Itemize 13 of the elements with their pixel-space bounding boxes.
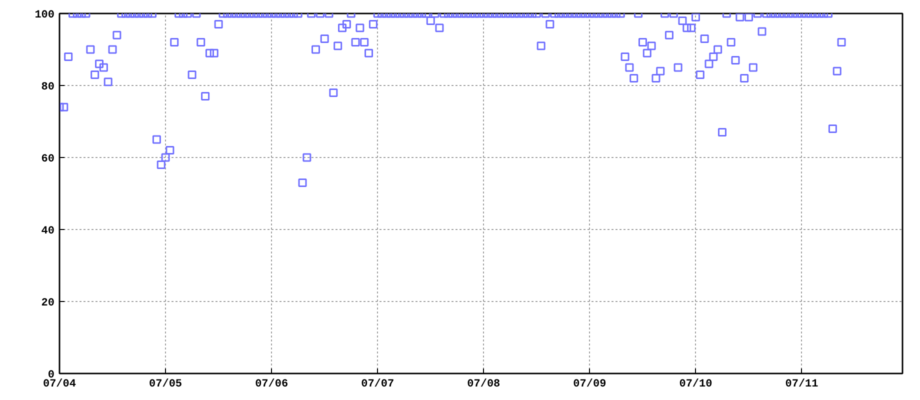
x-tick-label: 07/08	[467, 378, 501, 390]
x-tick-label: 07/04	[42, 378, 76, 390]
x-tick-label: 07/06	[255, 378, 288, 390]
x-tick-label: 07/10	[679, 378, 712, 390]
y-tick-label: 20	[41, 298, 54, 310]
x-tick-label: 07/11	[785, 378, 819, 390]
y-tick-label: 60	[41, 154, 54, 166]
y-tick-label: 40	[41, 226, 54, 238]
y-tick-label: 80	[41, 82, 54, 94]
x-tick-label: 07/07	[361, 378, 394, 390]
y-tick-label: 100	[34, 10, 55, 22]
x-tick-label: 07/05	[149, 378, 182, 390]
x-tick-label: 07/09	[573, 378, 606, 390]
